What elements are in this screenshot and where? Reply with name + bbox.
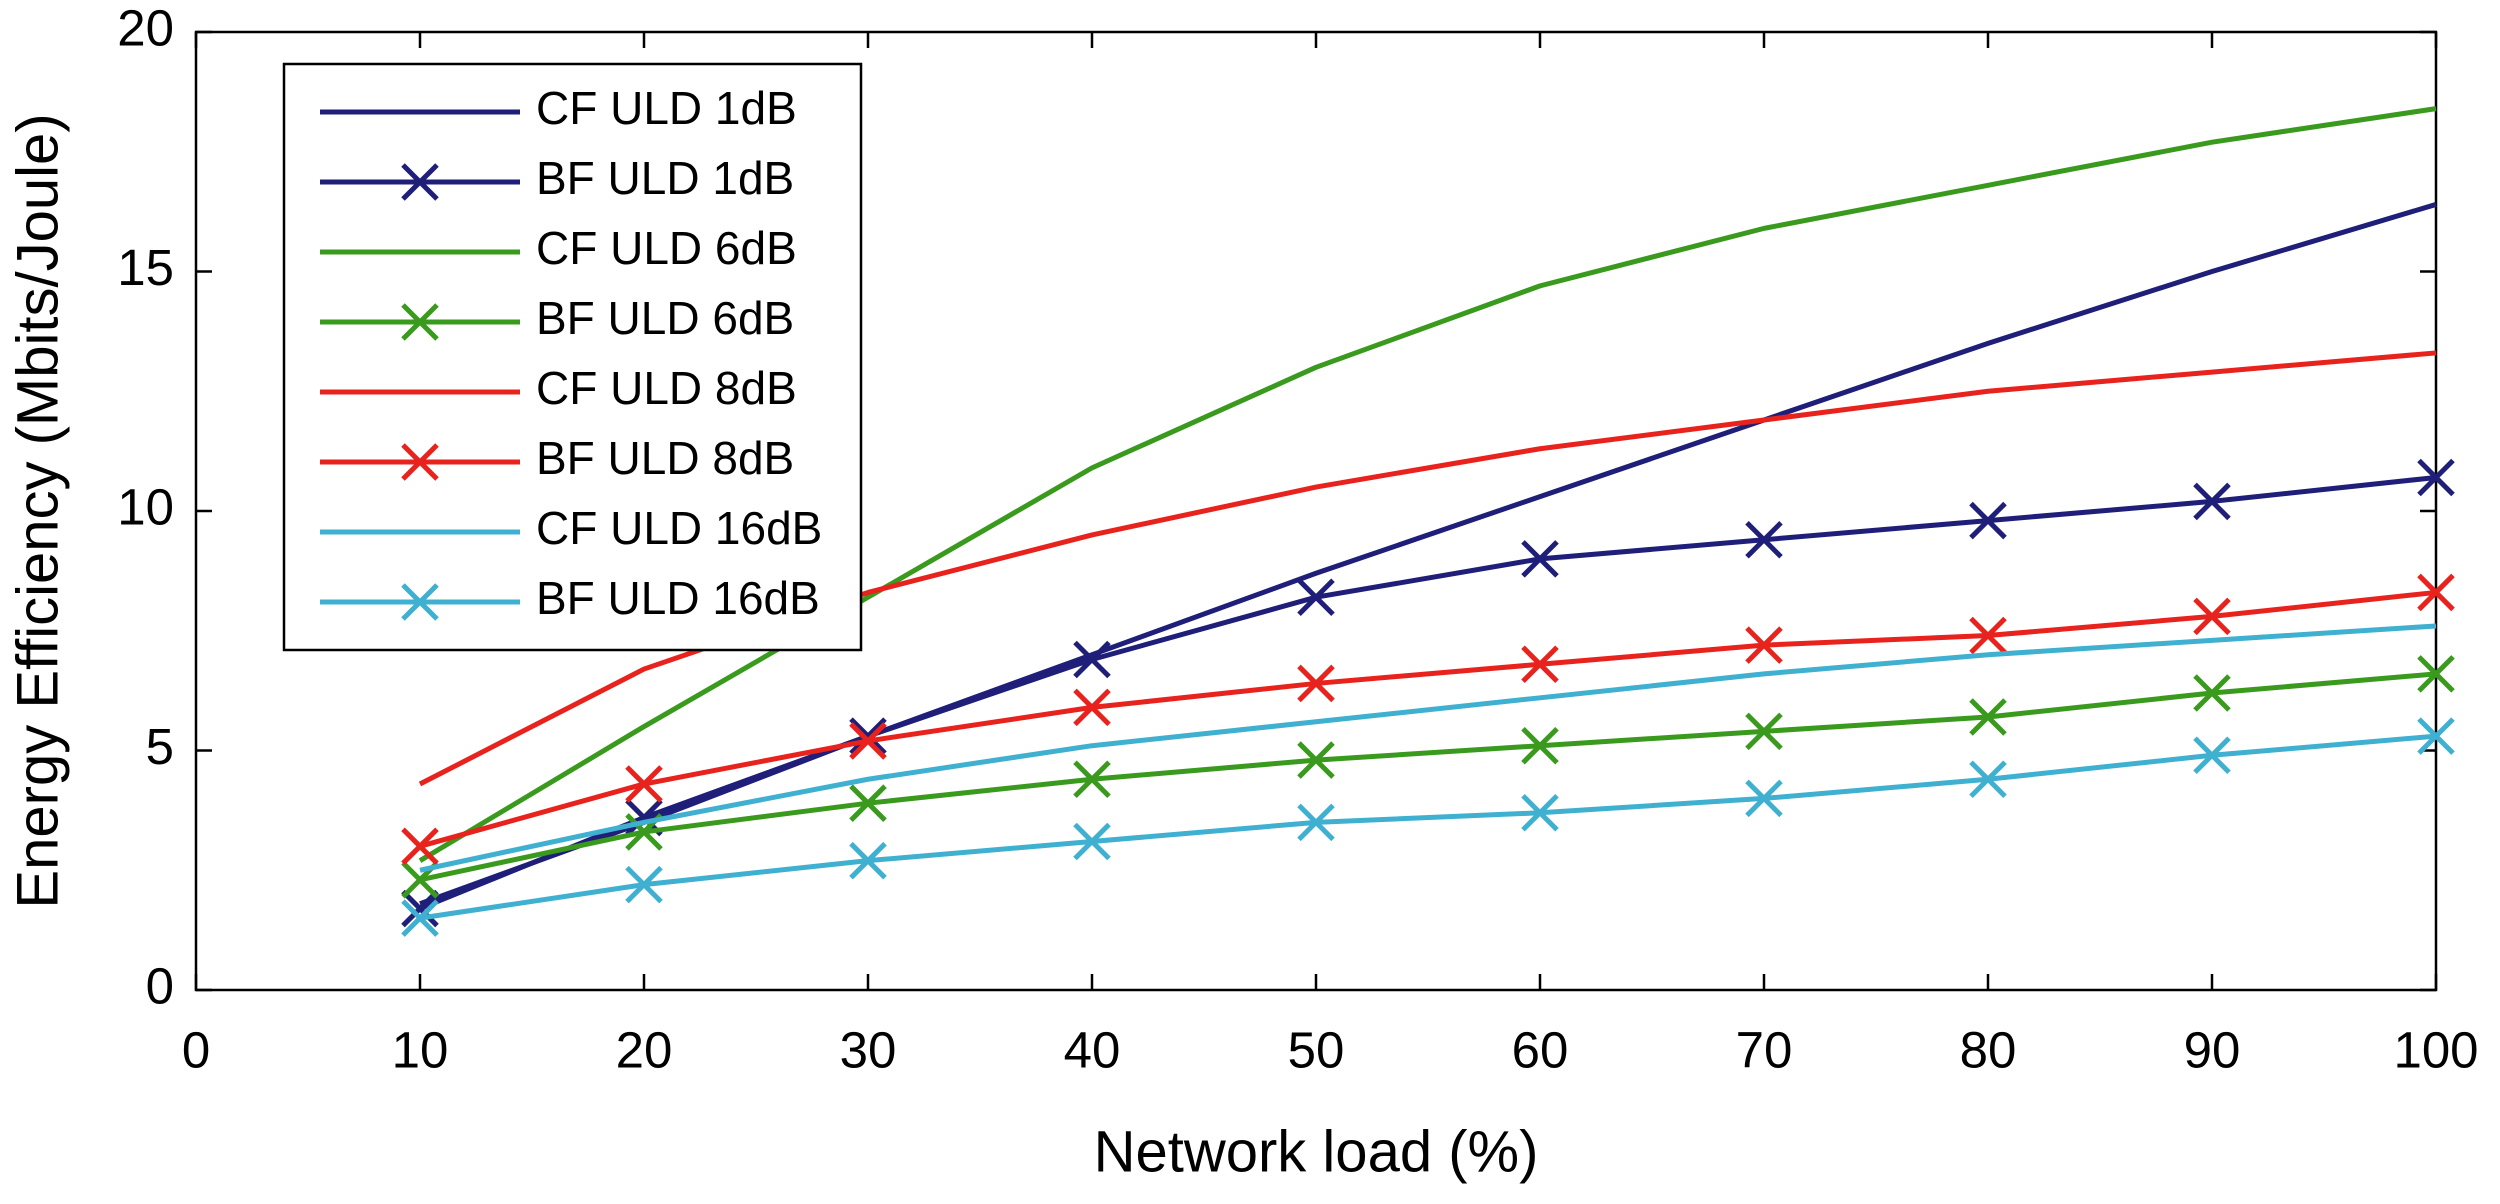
marker <box>401 443 439 481</box>
marker <box>1297 664 1335 703</box>
x-tick-label: 80 <box>1960 1021 2017 1078</box>
marker <box>1073 760 1111 799</box>
x-tick-label: 70 <box>1736 1021 1793 1078</box>
series <box>401 655 2455 899</box>
legend-label: BF ULD 16dB <box>536 572 820 624</box>
line <box>419 671 2437 883</box>
marker <box>1073 640 1111 679</box>
marker <box>401 899 439 937</box>
legend: CF ULD 1dB BF ULD 1dB CF ULD 6dB BF ULD 6dB… <box>282 62 863 652</box>
x-tick-label: 10 <box>392 1021 449 1078</box>
x-tick-label: 50 <box>1288 1021 1345 1078</box>
marker <box>1745 520 1783 559</box>
marker <box>401 583 439 621</box>
legend-label: BF ULD 8dB <box>536 432 794 484</box>
legend-label: CF ULD 6dB <box>536 222 797 274</box>
marker <box>1969 698 2007 736</box>
marker <box>2193 674 2231 712</box>
marker <box>1969 760 2007 799</box>
line <box>419 589 2437 849</box>
y-tick-label: 0 <box>146 957 174 1014</box>
legend-label: CF ULD 8dB <box>536 362 797 414</box>
marker <box>1745 626 1783 664</box>
marker <box>1969 501 2007 540</box>
x-tick-label: 0 <box>182 1021 210 1078</box>
legend-label: CF ULD 16dB <box>536 502 822 554</box>
marker <box>625 765 663 803</box>
x-tick-label: 30 <box>840 1021 897 1078</box>
y-tick-label: 10 <box>117 478 174 535</box>
marker <box>1297 578 1335 616</box>
marker <box>1521 726 1559 765</box>
series <box>401 458 2455 928</box>
marker <box>1521 645 1559 684</box>
marker <box>2417 655 2455 693</box>
marker <box>401 889 439 928</box>
marker <box>1745 779 1783 818</box>
series <box>419 623 2437 873</box>
line <box>419 733 2437 921</box>
x-tick-label: 60 <box>1512 1021 1569 1078</box>
marker <box>401 303 439 341</box>
marker <box>1969 616 2007 655</box>
marker <box>2417 573 2455 612</box>
x-tick-label: 100 <box>2393 1021 2478 1078</box>
marker <box>1521 794 1559 832</box>
legend-label: BF ULD 6dB <box>536 292 794 344</box>
series <box>401 717 2455 937</box>
marker <box>625 865 663 904</box>
marker <box>849 722 887 760</box>
marker <box>1297 803 1335 842</box>
y-tick-label: 5 <box>146 718 174 775</box>
y-axis-label: Energy Efficiency (Mbits/Joule) <box>5 113 70 908</box>
marker <box>849 784 887 822</box>
marker <box>1297 741 1335 779</box>
x-axis-label: Network load (%) <box>1094 1119 1539 1184</box>
marker <box>2193 482 2231 521</box>
marker <box>849 717 887 755</box>
line <box>419 623 2437 873</box>
marker <box>401 163 439 201</box>
marker <box>2193 736 2231 775</box>
y-tick-label: 15 <box>117 239 174 296</box>
series <box>418 106 2437 863</box>
x-tick-label: 40 <box>1064 1021 1121 1078</box>
line <box>418 106 2437 863</box>
marker <box>849 841 887 880</box>
marker <box>2417 458 2455 497</box>
legend-box <box>282 62 863 652</box>
marker <box>401 827 439 866</box>
marker <box>1073 822 1111 861</box>
line <box>419 474 2437 911</box>
marker <box>1521 540 1559 578</box>
x-tick-label: 90 <box>2184 1021 2241 1078</box>
marker <box>1745 712 1783 751</box>
marker <box>2417 717 2455 755</box>
legend-label: CF ULD 1dB <box>536 82 797 134</box>
series <box>401 573 2455 866</box>
x-tick-label: 20 <box>616 1021 673 1078</box>
y-tick-label: 20 <box>117 0 174 56</box>
marker <box>1073 688 1111 727</box>
legend-label: BF ULD 1dB <box>536 152 794 204</box>
marker <box>2193 597 2231 636</box>
